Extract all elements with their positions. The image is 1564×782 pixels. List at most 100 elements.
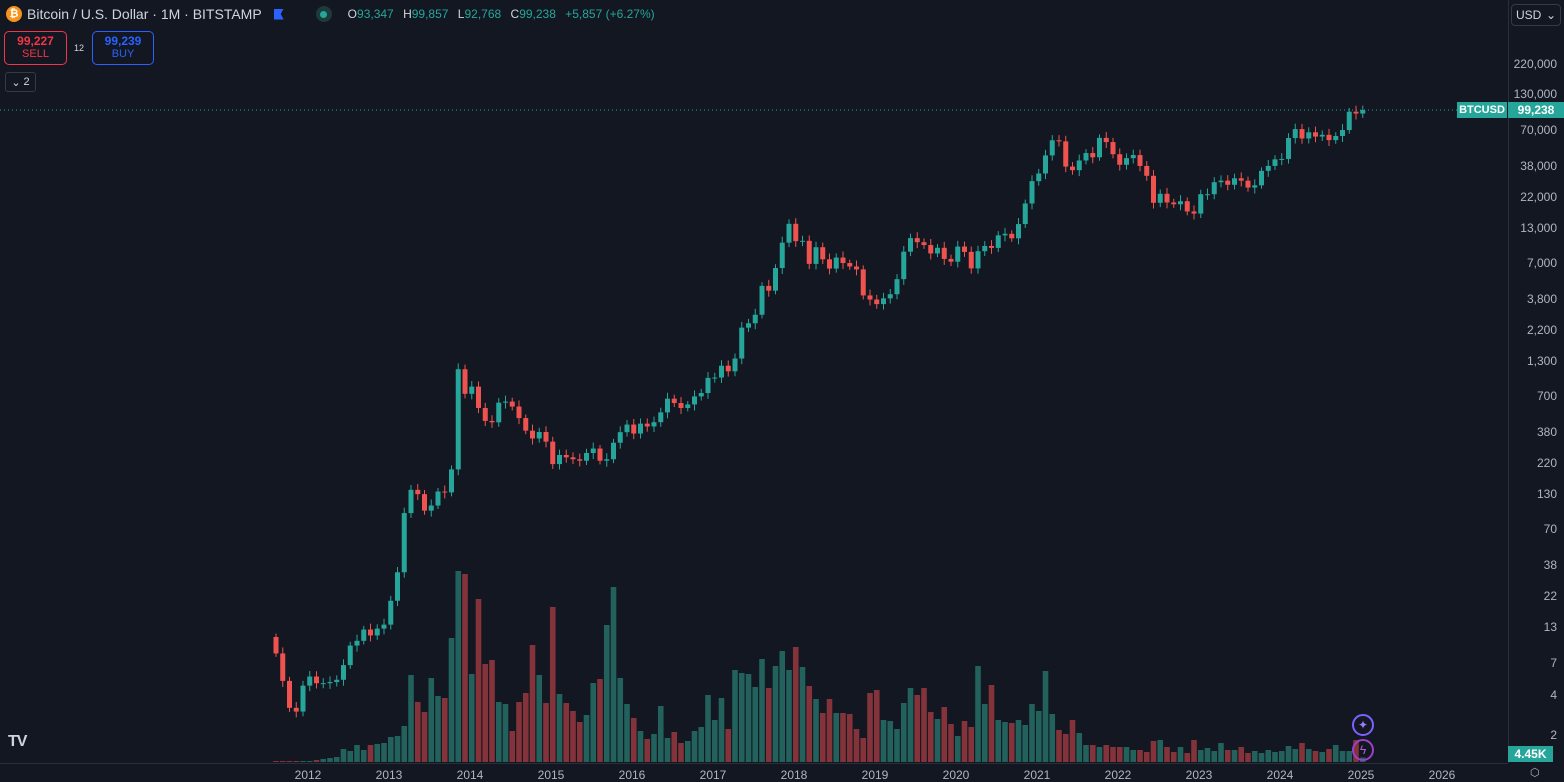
candle-body <box>1306 132 1312 139</box>
candle-body <box>1009 233 1015 239</box>
candle-body <box>347 645 353 666</box>
volume-bar <box>799 667 806 762</box>
candle-body <box>503 401 508 403</box>
sell-button[interactable]: 99,227 SELL <box>4 31 67 65</box>
lightning-icon[interactable]: ϟ <box>1352 739 1374 761</box>
price-axis-label: 2,200 <box>1526 323 1557 338</box>
volume-bar <box>1299 743 1305 762</box>
candle-body <box>307 676 313 686</box>
candle-body <box>854 266 859 270</box>
volume-bar <box>630 718 637 762</box>
candle-body <box>1360 110 1366 114</box>
volume-bar <box>1056 730 1062 762</box>
candle-body <box>975 251 981 269</box>
candle-body <box>536 432 542 439</box>
volume-bar <box>860 738 867 762</box>
volume-bar <box>536 675 543 762</box>
candle-body <box>1319 134 1325 137</box>
volume-bar <box>954 736 961 762</box>
volume-bar <box>414 702 421 762</box>
volume-bar <box>489 660 495 762</box>
candle-body <box>712 377 718 379</box>
candle-body <box>894 279 900 295</box>
candle-body <box>273 636 279 654</box>
candle-body <box>1171 202 1177 205</box>
volume-bar <box>826 699 833 762</box>
volume-bar <box>482 664 489 762</box>
volume-bar <box>752 687 759 762</box>
volume-bar <box>1022 725 1029 762</box>
price-axis[interactable]: 220,000 130,000 70,000 38,000 22,000 13,000 7,… <box>1508 0 1564 763</box>
candle-body <box>1178 201 1183 205</box>
market-status-icon[interactable] <box>315 6 332 22</box>
candle-body <box>1353 111 1359 114</box>
volume-bar <box>1035 711 1042 762</box>
tradingview-logo[interactable]: TV <box>8 733 27 750</box>
volume-bar <box>1123 747 1130 762</box>
volume-bar <box>853 729 860 762</box>
volume-bar <box>624 704 630 762</box>
volume-bar <box>273 761 279 762</box>
sparkle-icon[interactable]: ✦ <box>1352 714 1374 736</box>
candle-body <box>874 299 880 305</box>
price-axis-label: 220,000 <box>1513 57 1557 71</box>
buy-button[interactable]: 99,239 BUY <box>92 31 154 65</box>
candle-body <box>341 665 346 680</box>
volume-bar <box>968 727 975 762</box>
candle-body <box>381 624 387 629</box>
candle-body <box>1333 135 1339 141</box>
currency-select[interactable]: USD ⌄ <box>1511 4 1561 26</box>
volume-bar <box>806 686 813 762</box>
volume-bar <box>1137 750 1143 762</box>
volume-bar <box>610 587 617 762</box>
candle-body <box>1198 194 1204 214</box>
candle-body <box>962 246 967 252</box>
candle-body <box>1151 175 1156 203</box>
candle-body <box>773 268 778 291</box>
volume-bar <box>381 743 387 762</box>
candle-body <box>935 247 940 254</box>
candle-body <box>617 432 623 443</box>
volume-bar <box>1211 751 1218 762</box>
volume-bar <box>995 720 1002 762</box>
axis-settings-icon[interactable]: ⬡ <box>1530 767 1540 779</box>
time-axis-label: 2017 <box>699 768 727 782</box>
symbol-title[interactable]: Bitcoin / U.S. Dollar · 1M · BITSTAMP <box>27 6 262 22</box>
volume-bar <box>900 703 907 762</box>
volume-bar <box>394 736 401 762</box>
candle-body <box>449 469 454 493</box>
candle-body <box>989 245 994 248</box>
chevron-down-icon: ⌄ <box>11 76 21 89</box>
candle-body <box>908 238 913 252</box>
volume-bar <box>1049 714 1056 762</box>
price-chart[interactable] <box>0 0 1508 763</box>
volume-bar <box>975 666 981 762</box>
candle-body <box>287 680 292 708</box>
volume-bar <box>988 685 995 762</box>
volume-bar <box>313 760 320 762</box>
volume-bar <box>1096 747 1103 762</box>
volume-bar <box>1143 752 1150 762</box>
time-axis[interactable]: 2012 2013 2014 2015 2016 2017 2018 2019 2020 2021… <box>0 763 1508 782</box>
volume-bar <box>556 694 563 762</box>
flag-icon[interactable] <box>273 8 284 20</box>
volume-bar <box>1069 720 1076 762</box>
price-axis-label: 130,000 <box>1513 87 1557 102</box>
indicators-toggle[interactable]: ⌄ 2 <box>5 72 36 92</box>
price-axis-label: 4 <box>1550 687 1557 702</box>
volume-bar <box>583 715 590 762</box>
candle-body <box>746 323 751 328</box>
price-axis-label: 22 <box>1543 589 1557 604</box>
volume-bar <box>603 625 610 762</box>
price-change: +5,857 (+6.27%) <box>565 7 655 21</box>
volume-bar <box>435 696 441 762</box>
candle-body <box>462 369 468 394</box>
candle-body <box>1279 158 1285 160</box>
candle-body <box>840 257 846 264</box>
volume-bar <box>1251 751 1258 762</box>
candle-body <box>455 369 461 470</box>
time-axis-label: 2019 <box>861 768 889 782</box>
volume-bar <box>671 732 678 762</box>
candle-body <box>739 327 745 359</box>
candle-body <box>779 242 785 269</box>
